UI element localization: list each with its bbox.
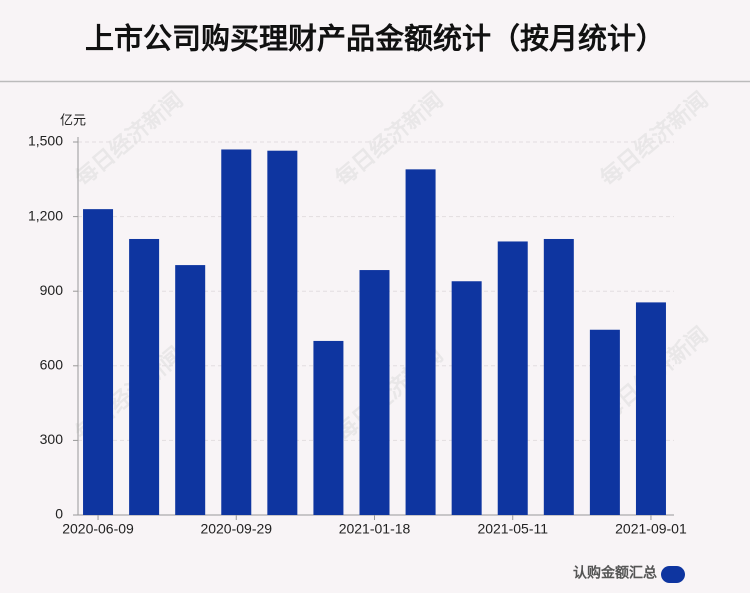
bar [313,340,344,515]
bar [83,209,114,515]
bar [543,238,574,516]
legend-swatch [661,566,685,583]
y-tick-label: 300 [40,431,64,447]
y-tick-label: 1,500 [28,133,63,149]
bar [405,169,436,515]
legend-label: 认购金额汇总 [573,565,657,581]
x-tick-label: 2021-05-11 [477,521,548,537]
bar [175,265,206,515]
y-unit: 亿元 [60,112,86,127]
bar [451,281,482,515]
bar [129,238,160,516]
x-tick-label: 2021-01-18 [339,521,411,537]
y-tick-label: 1,200 [28,207,63,223]
bar [359,270,390,515]
bar [635,302,666,515]
bar [221,149,252,515]
x-tick-label: 2021-09-01 [615,521,687,537]
bar [589,329,620,515]
bar [267,150,298,515]
y-tick-label: 0 [55,506,63,522]
bar [497,241,528,515]
x-tick-label: 2020-09-29 [200,521,272,537]
y-tick-label: 600 [40,357,64,373]
x-tick-label: 2020-06-09 [62,521,134,537]
y-tick-label: 900 [40,282,64,298]
chart-title: 上市公司购买理财产品金额统计（按月统计） [85,22,665,56]
